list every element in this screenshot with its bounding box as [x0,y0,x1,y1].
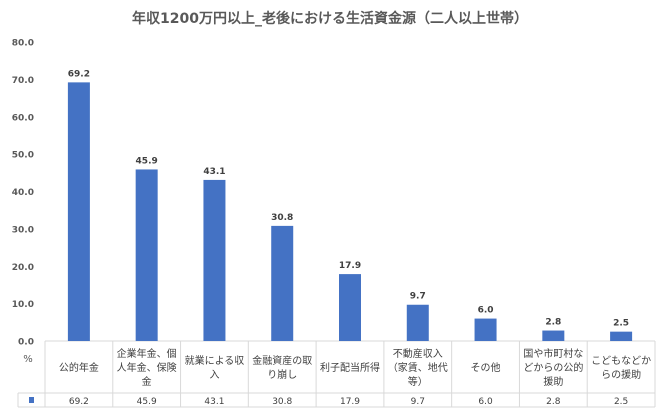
table-value: 30.8 [272,397,292,407]
data-label: 9.7 [410,292,426,302]
table-value: 45.9 [137,397,157,407]
table-value: 9.7 [411,397,425,407]
category-label: 企業年金、個 [117,347,177,360]
table-value: 2.8 [546,397,561,407]
category-label: 金融資産の取 [252,354,312,367]
data-label: 69.2 [68,69,90,79]
data-label: 2.5 [613,319,629,329]
y-tick-label: 10.0 [12,300,34,310]
category-label: どからの公的 [523,361,583,374]
y-tick-label: 20.0 [12,263,34,273]
category-label: り崩し [267,368,297,381]
bar [135,169,158,341]
table-value: 17.9 [340,397,360,407]
y-axis-unit: % [23,354,33,365]
data-label: 45.9 [136,156,158,166]
category-label: 不動産収入 [393,347,443,360]
category-label: 金 [142,375,152,388]
bar [542,330,565,341]
data-label: 17.9 [339,261,361,271]
data-label: 43.1 [203,167,225,177]
table-value: 69.2 [69,397,89,407]
bar [67,82,90,342]
category-label: らの援助 [601,368,641,381]
bar [271,225,294,341]
y-tick-label: 50.0 [12,151,34,161]
bar [610,331,633,341]
bar [406,304,429,341]
category-label: （家賃、地代 [388,361,448,374]
y-tick-label: 60.0 [12,113,34,123]
y-tick-label: 30.0 [12,225,34,235]
table-value: 6.0 [478,397,493,407]
category-label: 援助 [543,375,563,388]
bar [339,274,361,341]
category-label: その他 [471,361,501,374]
bar [203,179,226,341]
bar [474,318,497,341]
legend-key [29,397,34,403]
y-tick-label: 70.0 [12,76,34,86]
table-value: 2.5 [614,397,628,407]
category-label: 利子配当所得 [320,361,380,374]
category-label: 国や市町村な [523,347,583,360]
y-tick-label: 0.0 [18,338,34,348]
category-label: 等） [408,375,428,388]
category-label: 入 [209,370,219,381]
data-label: 30.8 [271,213,293,223]
data-label: 2.8 [545,318,561,328]
category-label: 人年金、保険 [117,361,177,374]
y-tick-label: 40.0 [12,188,34,198]
y-tick-label: 80.0 [12,39,34,49]
chart-title: 年収1200万円以上_老後における生活資金源（二人以上世帯） [132,10,528,27]
category-label: 公的年金 [59,361,99,374]
data-label: 6.0 [478,306,494,316]
category-label: 就業による収 [185,354,245,367]
table-value: 43.1 [204,397,224,407]
category-label: こどもなどか [591,355,651,367]
